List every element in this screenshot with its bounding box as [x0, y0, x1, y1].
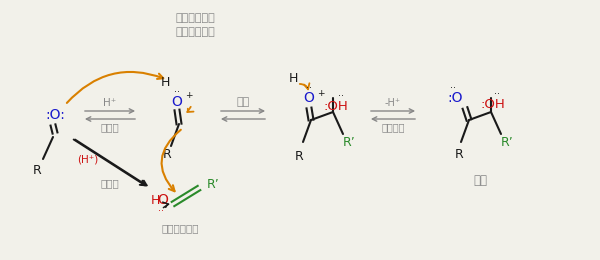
Text: 羟醇: 羟醇 [473, 173, 487, 186]
Text: :OH: :OH [481, 98, 505, 110]
Text: +: + [317, 89, 325, 99]
Text: ··: ·· [338, 91, 344, 101]
Text: R: R [163, 148, 172, 161]
Text: R: R [32, 164, 41, 177]
Text: ··: ·· [174, 87, 180, 97]
Text: +: + [185, 92, 193, 101]
Text: ··: ·· [450, 83, 456, 93]
Text: R: R [295, 150, 304, 162]
Text: 去质子化: 去质子化 [381, 122, 405, 132]
Text: （亲核试剂）: （亲核试剂） [161, 223, 199, 233]
Text: R: R [455, 148, 463, 161]
Text: :O: :O [447, 91, 463, 105]
Text: O: O [304, 91, 314, 105]
Text: ··: ·· [158, 206, 164, 216]
Text: H⁺: H⁺ [103, 98, 116, 108]
Text: R’: R’ [500, 135, 514, 148]
Text: (H⁺): (H⁺) [77, 155, 98, 165]
Text: R’: R’ [206, 178, 220, 191]
Text: 烯醇化: 烯醇化 [101, 178, 119, 188]
Text: （亲电试剂）: （亲电试剂） [175, 27, 215, 37]
Text: H: H [151, 193, 160, 206]
Text: :OH: :OH [323, 100, 349, 113]
Text: H: H [289, 72, 298, 84]
Text: R’: R’ [343, 135, 355, 148]
Text: O: O [158, 193, 169, 207]
Text: ··: ·· [494, 89, 500, 99]
Text: 质子化的碛基: 质子化的碛基 [175, 13, 215, 23]
Text: 质子化: 质子化 [101, 122, 119, 132]
Text: 加成: 加成 [236, 97, 250, 107]
Text: :O:: :O: [45, 108, 65, 122]
Text: H: H [160, 75, 170, 88]
Text: O: O [172, 95, 182, 109]
Text: ··: ·· [306, 83, 312, 93]
Text: -H⁺: -H⁺ [385, 98, 401, 108]
